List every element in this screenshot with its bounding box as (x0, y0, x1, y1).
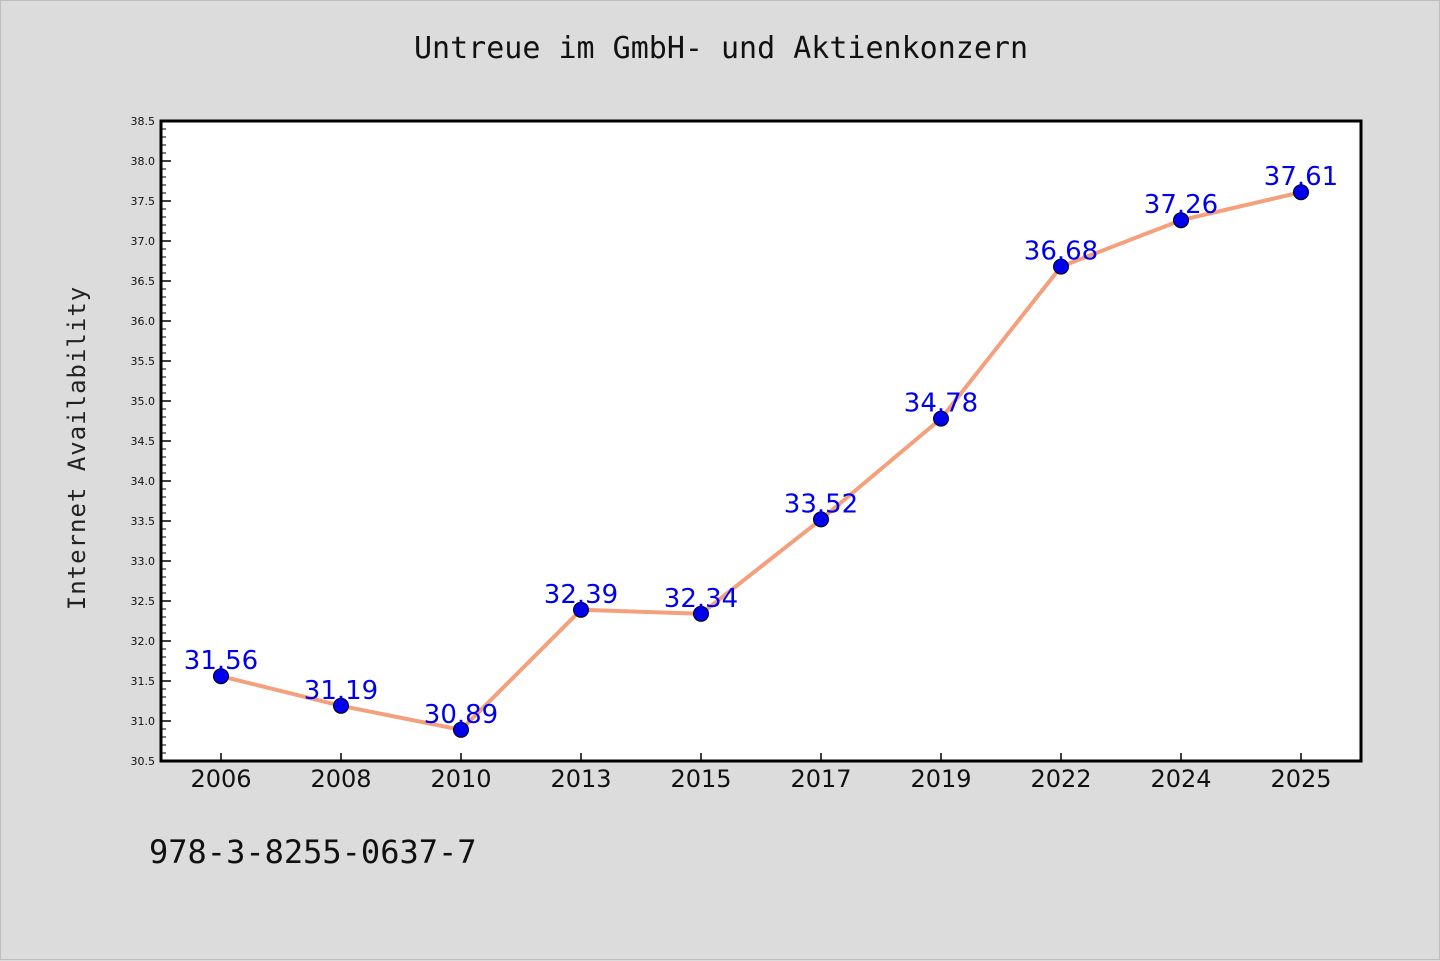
y-tick-label: 35.5 (131, 355, 156, 368)
y-tick-label: 30.5 (131, 755, 156, 768)
y-tick-label: 36.0 (131, 315, 156, 328)
chart-title: Untreue im GmbH- und Aktienkonzern (413, 31, 1029, 66)
data-label: 37.26 (1144, 190, 1218, 220)
y-tick-label: 36.5 (131, 275, 156, 288)
data-label: 31.56 (184, 646, 258, 676)
y-tick-label: 31.0 (131, 715, 156, 728)
data-points (213, 184, 1309, 738)
data-point (693, 605, 709, 622)
x-tick-label: 2022 (1030, 765, 1091, 793)
x-tick-label: 2008 (310, 765, 371, 793)
y-tick-label: 32.0 (131, 635, 156, 648)
data-point (1053, 258, 1069, 275)
data-label: 31.19 (304, 676, 378, 706)
data-point (453, 721, 469, 738)
y-tick-label: 34.0 (131, 475, 156, 488)
data-point (933, 410, 949, 427)
x-tick-label: 2025 (1270, 765, 1331, 793)
x-axis: 2006 2008 2010 2013 2015 2017 2019 2022 2024 2025 (190, 753, 1332, 793)
x-tick-label: 2015 (670, 765, 731, 793)
x-tick-label: 2006 (190, 765, 251, 793)
data-point (573, 601, 589, 618)
data-label: 33.52 (784, 489, 858, 519)
y-tick-label: 37.0 (131, 235, 156, 248)
isbn-footnote: 978-3-8255-0637-7 (149, 833, 477, 871)
y-tick-label: 37.5 (131, 195, 156, 208)
data-point (813, 511, 829, 528)
y-tick-label: 38.0 (131, 155, 156, 168)
y-axis: 30.5 31.0 31.5 32.0 32.5 33.0 33.5 34.0 34.5 35.0… (131, 115, 171, 768)
data-label: 34.78 (904, 389, 978, 419)
x-tick-label: 2017 (790, 765, 851, 793)
y-tick-label: 33.5 (131, 515, 156, 528)
x-tick-label: 2019 (910, 765, 971, 793)
data-label: 32.34 (664, 584, 738, 614)
x-tick-label: 2010 (430, 765, 491, 793)
y-tick-label: 33.0 (131, 555, 156, 568)
x-tick-label: 2013 (550, 765, 611, 793)
y-tick-label: 31.5 (131, 675, 156, 688)
y-tick-label: 38.5 (131, 115, 156, 128)
data-point (333, 697, 349, 714)
y-tick-label: 34.5 (131, 435, 156, 448)
data-label: 32.39 (544, 580, 618, 610)
y-tick-label: 35.0 (131, 395, 156, 408)
data-point (213, 668, 229, 685)
x-tick-label: 2024 (1150, 765, 1211, 793)
data-point (1293, 184, 1309, 201)
data-labels: 31.56 31.19 30.89 32.39 32.34 33.52 34.78 36.68… (184, 162, 1338, 730)
data-label: 37.61 (1264, 162, 1338, 192)
data-label: 36.68 (1024, 237, 1098, 267)
data-point (1173, 212, 1189, 229)
data-label: 30.89 (424, 700, 498, 730)
y-tick-label: 32.5 (131, 595, 156, 608)
series-line (220, 190, 1302, 732)
